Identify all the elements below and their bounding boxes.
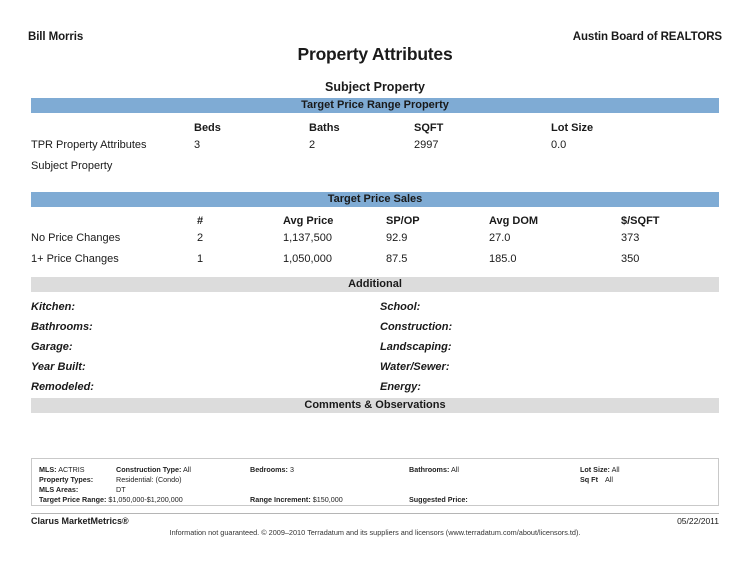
- additional-remodeled-label: Remodeled:: [31, 381, 94, 393]
- sales-row1-avg-dom: 185.0: [489, 253, 517, 265]
- criteria-lot-size-label: Lot Size:: [580, 465, 610, 474]
- sales-row0-count: 2: [197, 232, 204, 244]
- tpr-col-sqft: SQFT: [414, 122, 444, 134]
- sales-row0-dollar-sqft: 373: [621, 232, 640, 244]
- band-target-price-sales: Target Price Sales: [31, 192, 719, 207]
- report-date: 05/22/2011: [677, 516, 719, 526]
- sales-row1-dollar-sqft: 350: [621, 253, 640, 265]
- criteria-suggested-price-label: Suggested Price:: [409, 495, 468, 504]
- additional-bathrooms-label: Bathrooms:: [31, 321, 93, 333]
- sales-row1-label: 1+ Price Changes: [31, 253, 119, 265]
- document-header: Bill Morris Austin Board of REALTORS: [28, 31, 722, 47]
- criteria-bedrooms-value: 3: [289, 465, 294, 474]
- sales-col-avg-dom: Avg DOM: [489, 215, 539, 227]
- additional-construction-label: Construction:: [380, 321, 453, 333]
- subject-property-heading: Subject Property: [324, 80, 426, 94]
- criteria-range-increment-label: Range Increment:: [250, 495, 311, 504]
- criteria-bedrooms-label: Bedrooms:: [250, 465, 288, 474]
- agent-name: Bill Morris: [28, 31, 84, 43]
- criteria-mls-label: MLS:: [39, 465, 57, 474]
- criteria-mls-areas-value: DT: [116, 485, 126, 494]
- band-target-price-range-property: Target Price Range Property: [31, 98, 719, 113]
- criteria-bathrooms-label: Bathrooms:: [409, 465, 450, 474]
- criteria-construction-type-value: All: [182, 465, 191, 474]
- table-row: Subject Property: [31, 159, 721, 174]
- tpr-col-beds: Beds: [194, 122, 221, 134]
- sales-row0-label: No Price Changes: [31, 232, 121, 244]
- criteria-lot-size-value: All: [611, 465, 620, 474]
- criteria-target-price-range-value: $1,050,000-$1,200,000: [108, 495, 183, 504]
- additional-energy-label: Energy:: [380, 381, 421, 393]
- tpr-column-header-row: Beds Baths SQFT Lot Size: [31, 121, 721, 136]
- tpr-row0-beds: 3: [194, 139, 201, 151]
- footer-divider: [31, 513, 719, 514]
- tpr-row0-sqft: 2997: [414, 139, 439, 151]
- additional-landscaping-label: Landscaping:: [380, 341, 452, 353]
- disclaimer-text: Information not guaranteed. © 2009–2010 …: [169, 528, 581, 537]
- sales-col-avg-price: Avg Price: [283, 215, 334, 227]
- tpr-col-lot-size: Lot Size: [551, 122, 594, 134]
- sales-row0-avg-price: 1,137,500: [283, 232, 332, 244]
- criteria-property-types-label: Property Types:: [39, 475, 94, 484]
- criteria-target-price-range-label: Target Price Range:: [39, 495, 107, 504]
- band-comments-observations: Comments & Observations: [31, 398, 719, 413]
- table-row: No Price Changes 2 1,137,500 92.9 27.0 3…: [31, 231, 721, 246]
- tpr-row0-lot: 0.0: [551, 139, 567, 151]
- criteria-construction-type-label: Construction Type:: [116, 465, 182, 474]
- sales-row0-avg-dom: 27.0: [489, 232, 511, 244]
- table-row: TPR Property Attributes 3 2 2997 0.0: [31, 138, 721, 153]
- criteria-sq-ft-value: All: [604, 475, 613, 484]
- tpr-col-baths: Baths: [309, 122, 340, 134]
- criteria-range-increment-value: $150,000: [312, 495, 343, 504]
- additional-water-sewer-label: Water/Sewer:: [380, 361, 450, 373]
- product-name: Clarus MarketMetrics®: [31, 516, 129, 526]
- sales-column-header-row: # Avg Price SP/OP Avg DOM $/SQFT: [31, 214, 721, 229]
- sales-row1-sp-op: 87.5: [386, 253, 408, 265]
- sales-col-count: #: [197, 215, 204, 227]
- sales-row1-count: 1: [197, 253, 204, 265]
- sales-row0-sp-op: 92.9: [386, 232, 408, 244]
- criteria-bathrooms-value: All: [450, 465, 459, 474]
- criteria-mls-areas-label: MLS Areas:: [39, 485, 79, 494]
- sales-col-dollar-sqft: $/SQFT: [621, 215, 660, 227]
- additional-kitchen-label: Kitchen:: [31, 301, 75, 313]
- board-name: Austin Board of REALTORS: [572, 31, 722, 43]
- band-additional: Additional: [31, 277, 719, 292]
- table-row: 1+ Price Changes 1 1,050,000 87.5 185.0 …: [31, 252, 721, 267]
- additional-garage-label: Garage:: [31, 341, 73, 353]
- criteria-mls-value: ACTRIS: [58, 465, 85, 474]
- tpr-row1-label: Subject Property: [31, 160, 113, 172]
- criteria-property-types-value: Residential: (Condo): [116, 475, 182, 484]
- additional-year-built-label: Year Built:: [31, 361, 86, 373]
- page-title: Property Attributes: [297, 44, 453, 64]
- sales-row1-avg-price: 1,050,000: [283, 253, 332, 265]
- sales-col-sp-op: SP/OP: [386, 215, 420, 227]
- tpr-row0-label: TPR Property Attributes: [31, 139, 147, 151]
- additional-school-label: School:: [380, 301, 421, 313]
- criteria-sq-ft-label: Sq Ft: [580, 475, 598, 484]
- tpr-row0-baths: 2: [309, 139, 316, 151]
- search-criteria-box: MLS: ACTRIS Property Types: MLS Areas: T…: [31, 458, 719, 506]
